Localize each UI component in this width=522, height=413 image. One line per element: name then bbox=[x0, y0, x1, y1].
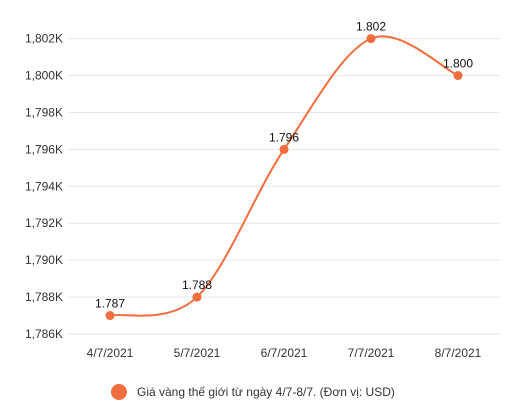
y-tick-label: 1,802K bbox=[25, 32, 63, 46]
legend-marker bbox=[111, 384, 127, 400]
y-tick-label: 1,788K bbox=[25, 290, 63, 304]
y-tick-label: 1,786K bbox=[25, 327, 63, 341]
y-tick-label: 1,796K bbox=[25, 142, 63, 156]
data-point[interactable] bbox=[279, 144, 289, 154]
data-label: 1.787 bbox=[95, 297, 125, 311]
x-tick-label: 7/7/2021 bbox=[348, 346, 395, 360]
y-tick-label: 1,790K bbox=[25, 253, 63, 267]
data-point[interactable] bbox=[192, 292, 202, 302]
data-label: 1.796 bbox=[269, 130, 299, 144]
series-line bbox=[109, 35, 459, 317]
x-tick-label: 4/7/2021 bbox=[87, 346, 134, 360]
data-labels: 1.787 1.788 1.796 1.802 1.800 bbox=[95, 20, 473, 311]
y-tick-label: 1,798K bbox=[25, 105, 63, 119]
data-label: 1.800 bbox=[443, 57, 473, 71]
gridlines bbox=[68, 38, 500, 335]
y-tick-label: 1,792K bbox=[25, 216, 63, 230]
y-axis-ticks: 1,786K 1,788K 1,790K 1,792K 1,794K 1,796K 1,79… bbox=[25, 32, 63, 341]
data-label: 1.788 bbox=[182, 278, 212, 292]
x-tick-label: 8/7/2021 bbox=[435, 346, 482, 360]
x-axis-ticks: 4/7/2021 5/7/2021 6/7/2021 7/7/2021 8/7/2021 bbox=[87, 346, 482, 360]
x-tick-label: 6/7/2021 bbox=[261, 346, 308, 360]
series-line-layer bbox=[109, 35, 459, 317]
data-point[interactable] bbox=[105, 311, 115, 321]
legend-label: Giá vàng thế giới từ ngày 4/7-8/7. (Đơn … bbox=[137, 385, 395, 399]
data-points bbox=[105, 34, 463, 321]
y-tick-label: 1,800K bbox=[25, 69, 63, 83]
data-label: 1.802 bbox=[356, 20, 386, 34]
data-point[interactable] bbox=[453, 71, 463, 81]
legend[interactable]: Giá vàng thế giới từ ngày 4/7-8/7. (Đơn … bbox=[111, 384, 395, 400]
x-tick-label: 5/7/2021 bbox=[174, 346, 221, 360]
data-point[interactable] bbox=[366, 34, 376, 44]
y-tick-label: 1,794K bbox=[25, 179, 63, 193]
